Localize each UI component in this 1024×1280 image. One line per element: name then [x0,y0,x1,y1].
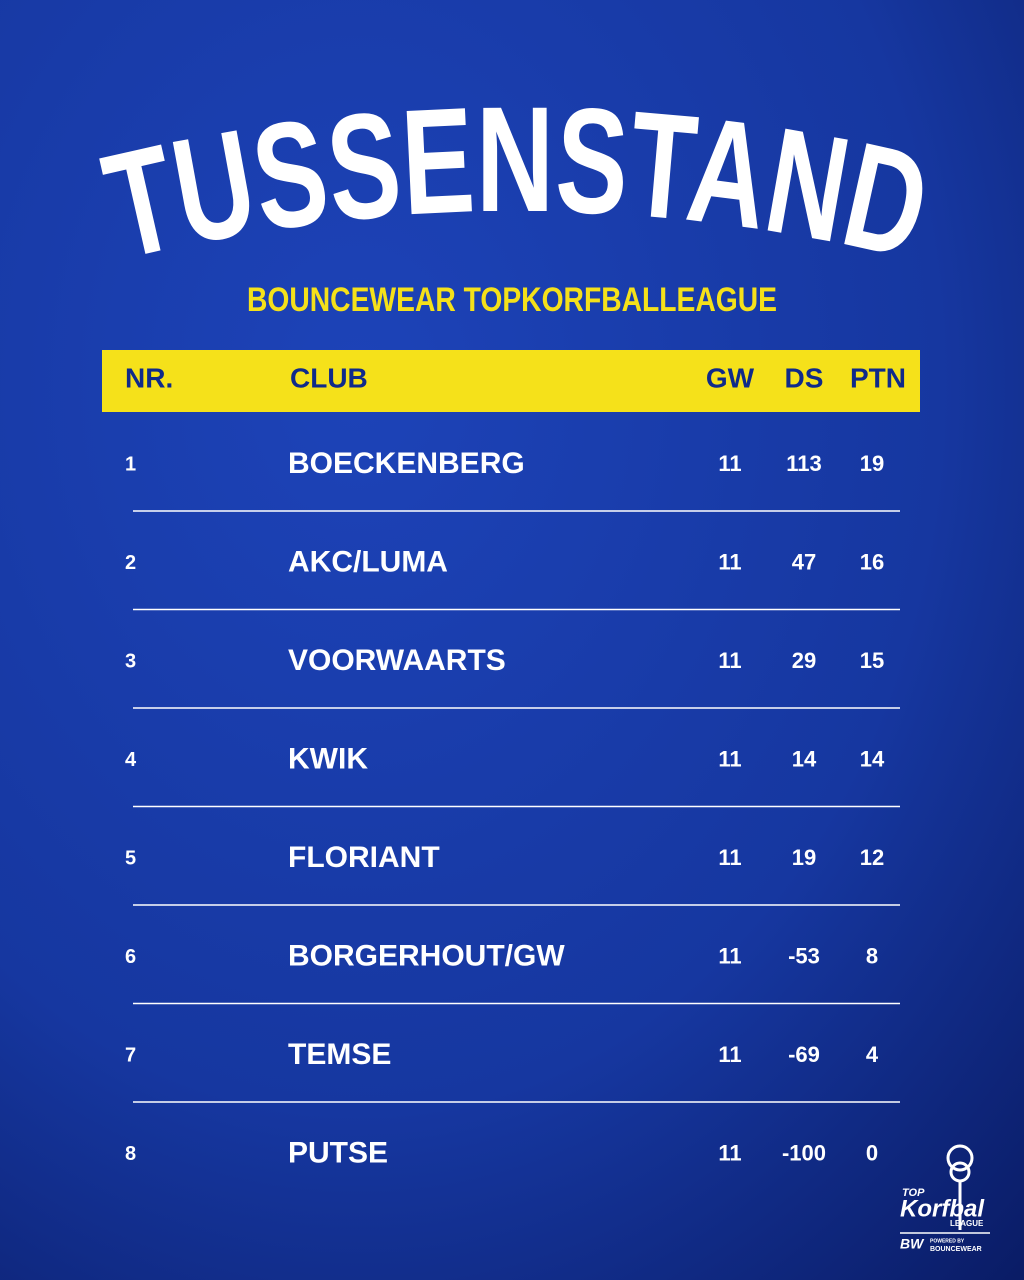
games-played: 11 [718,549,741,574]
rank: 8 [125,1143,136,1165]
games-played: 11 [718,943,741,968]
logo-name: Korfbal [900,1195,985,1222]
club: BOECKENBERG [288,447,525,480]
rank: 4 [125,749,137,771]
club: TEMSE [288,1038,391,1071]
points: 19 [860,451,884,476]
games-played: 11 [718,746,741,771]
games-played: 11 [718,1042,741,1067]
rank: 2 [125,552,136,574]
goal-difference: 47 [792,549,816,574]
rank: 3 [125,650,136,672]
games-played: 11 [718,648,741,673]
goal-difference: 14 [792,746,817,771]
club: AKC/LUMA [288,545,448,578]
logo: TOP Korfbal LEAGUE BW POWERED BY BOUNCEW… [900,1144,990,1253]
points: 8 [866,943,878,968]
games-played: 11 [718,1140,741,1165]
goal-difference: 19 [792,845,816,870]
header-ptn: PTN [850,362,906,393]
club: BORGERHOUT/GW [288,939,565,972]
logo-ball [946,1144,974,1172]
rank: 5 [125,847,136,869]
points: 12 [860,845,884,870]
club: FLORIANT [288,841,440,874]
points: 14 [860,746,885,771]
goal-difference: 29 [792,648,816,673]
club: KWIK [288,742,368,775]
club: PUTSE [288,1136,388,1169]
goal-difference: -69 [788,1042,820,1067]
header-nr: NR. [125,362,173,393]
header-club: CLUB [290,362,368,393]
header-bar [102,350,920,412]
header-gw: GW [706,362,755,393]
points: 4 [866,1042,879,1067]
rank: 7 [125,1044,136,1066]
logo-mark: BW [900,1236,925,1252]
logo-league: LEAGUE [950,1219,984,1228]
rank: 6 [125,946,136,968]
logo-powered: POWERED BY [930,1238,965,1244]
points: 0 [866,1140,878,1165]
points: 16 [860,549,884,574]
games-played: 11 [718,845,741,870]
logo-brand: BOUNCEWEAR [930,1246,982,1253]
goal-difference: 113 [786,451,822,476]
points: 15 [860,648,884,673]
logo-top: TOP [902,1187,925,1199]
goal-difference: -53 [788,943,820,968]
club: VOORWAARTS [288,644,506,677]
header-ds: DS [785,362,824,393]
subtitle: BOUNCEWEAR TOPKORFBALLEAGUE [247,281,777,319]
games-played: 11 [718,451,741,476]
rank: 1 [125,453,136,475]
goal-difference: -100 [782,1140,826,1165]
